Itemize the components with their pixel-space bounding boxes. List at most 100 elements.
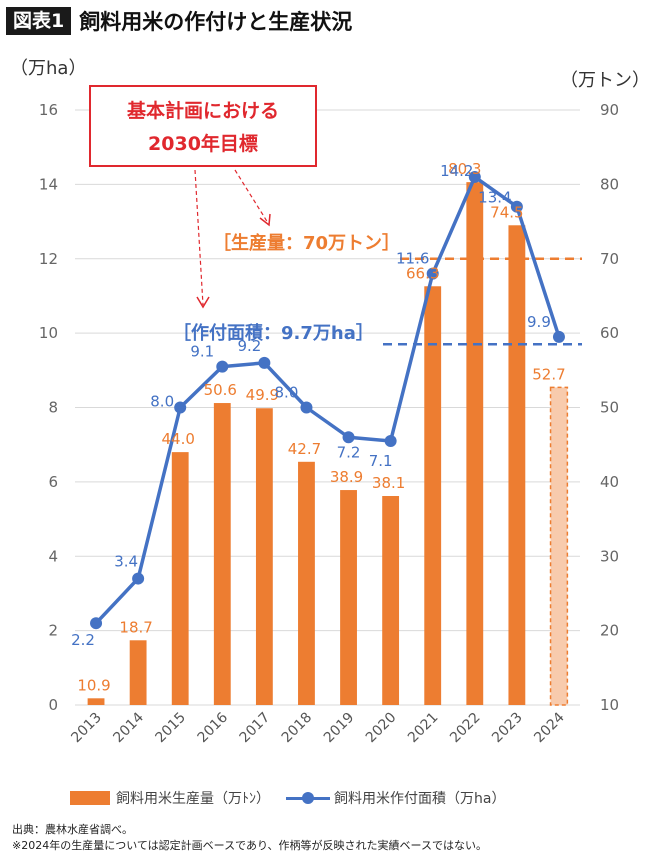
left-tick-label: 10: [39, 324, 58, 342]
bar: [340, 490, 357, 705]
bar-value-label: 38.1: [372, 474, 405, 492]
chart-canvas: 10.918.744.050.6 49.942.738.9 38.166.380.3…: [10, 58, 650, 747]
gridlines: [75, 109, 580, 706]
left-tick-label: 16: [39, 101, 58, 119]
target-box-line-2: 2030年目標: [148, 132, 258, 155]
x-tick-label: 2015: [153, 710, 190, 747]
left-tick-label: 2: [48, 622, 58, 640]
bar: [129, 640, 147, 705]
line-value-label: 13.4: [478, 189, 511, 207]
area-marker: [174, 401, 187, 414]
bar-value-label: 50.6: [204, 381, 237, 399]
area-marker: [258, 356, 271, 369]
right-tick-label: 60: [600, 324, 619, 342]
x-tick-label: 2021: [405, 710, 442, 747]
production-target-label: ［生産量：70万トン］: [213, 232, 400, 254]
right-axis-unit: （万トン）: [560, 70, 650, 91]
bar-value-label: 38.9: [330, 468, 363, 486]
x-tick-label: 2013: [68, 710, 105, 747]
area-marker: [426, 267, 439, 280]
arrow-to-area-target: [194, 169, 204, 306]
legend: 飼料用米生産量（万ﾄﾝ） 飼料用米作付面積（万ha）: [70, 788, 521, 808]
data-labels: 10.9 18.7 44.0 50.6 49.9 42.7 38.9 38.1 66.3 80.3…: [71, 160, 566, 694]
bar-series: [87, 182, 569, 706]
area-marker: [216, 360, 229, 373]
bar: [171, 452, 189, 705]
footer: 出典：農林水産省調べ。 ※2024年の生産量については認定計画ベースであり、作柄…: [12, 822, 487, 854]
area-marker: [342, 431, 355, 444]
target-box: [89, 85, 317, 167]
legend-label-area: 飼料用米作付面積（万ha）: [334, 791, 506, 807]
area-marker: [510, 200, 523, 213]
line-value-label: 7.1: [369, 452, 393, 470]
footer-source: 出典：農林水産省調べ。: [12, 823, 133, 836]
area-marker: [468, 170, 481, 183]
legend-line-swatch: [286, 791, 330, 805]
bar-value-label: 10.9: [77, 676, 110, 694]
left-tick-label: 0: [48, 696, 58, 714]
bar-value-label: 52.7: [532, 365, 565, 383]
line-value-label: 9.2: [237, 337, 261, 355]
right-tick-label: 10: [600, 696, 619, 714]
bar: [87, 698, 105, 705]
figure-title: 飼料用米の作付けと生産状況: [79, 10, 353, 34]
legend-bar-swatch: [70, 791, 110, 805]
x-tick-label: 2016: [195, 709, 232, 746]
x-tick-label: 2017: [237, 710, 274, 747]
target-box-line-1: 基本計画における: [126, 99, 279, 122]
area-marker: [552, 330, 565, 343]
legend-item-area: 飼料用米作付面積（万ha）: [286, 788, 505, 808]
area-marker: [300, 401, 313, 414]
arrow-to-production-target: [234, 169, 269, 224]
right-tick-label: 30: [600, 547, 619, 565]
bar: [466, 182, 484, 706]
bar-value-label: 18.7: [119, 618, 152, 636]
annotations: 基本計画における 2030年目標 ［生産量：70万トン］ ［作付面積：9.7万ha］: [89, 85, 400, 344]
bar-value-label: 49.9: [246, 386, 279, 404]
arrowhead-area: [196, 296, 210, 309]
bar-value-label: 42.7: [288, 440, 321, 458]
bar-value-label: 80.3: [448, 160, 481, 178]
bar-planned: [549, 386, 569, 706]
bar: [424, 286, 442, 705]
bar: [298, 461, 315, 705]
line-series: [90, 170, 565, 630]
footer-note: ※2024年の生産量については認定計画ベースであり、作柄等が反映された実績ベース…: [12, 839, 488, 852]
line-value-label: 11.6: [396, 250, 429, 268]
x-tick-label: 2018: [279, 710, 316, 747]
line-value-label: 14.2: [440, 162, 473, 180]
bar: [255, 408, 273, 705]
right-tick-label: 80: [600, 175, 619, 193]
left-tick-label: 8: [48, 399, 58, 417]
left-tick-label: 6: [48, 473, 58, 491]
bar-value-label: 74.5: [490, 203, 523, 221]
x-tick-label: 2014: [110, 709, 147, 746]
x-tick-label: 2020: [363, 710, 400, 747]
bar: [508, 225, 526, 705]
line-value-label: 3.4: [114, 553, 138, 571]
line-value-label: 8.0: [150, 393, 174, 411]
right-tick-label: 50: [600, 399, 619, 417]
area-marker: [90, 617, 103, 630]
line-value-label: 9.9: [527, 313, 551, 331]
arrowhead-production: [259, 213, 271, 227]
bar: [213, 403, 231, 705]
left-tick-label: 14: [39, 175, 58, 193]
area-line: [94, 175, 561, 625]
right-tick-label: 40: [600, 473, 619, 491]
area-marker: [132, 572, 145, 585]
legend-item-production: 飼料用米生産量（万ﾄﾝ）: [70, 788, 270, 808]
area-target-label: ［作付面積：9.7万ha］: [173, 322, 374, 344]
left-tick-label: 12: [39, 250, 58, 268]
right-tick-label: 20: [600, 622, 619, 640]
left-tick-label: 4: [48, 547, 58, 565]
left-axis-unit: （万ha）: [10, 58, 86, 79]
legend-label-production: 飼料用米生産量（万ﾄﾝ）: [116, 791, 270, 807]
line-value-label: 8.0: [275, 384, 299, 402]
bar-value-label: 44.0: [162, 430, 195, 448]
line-value-label: 2.2: [71, 631, 95, 649]
figure-badge: 図表1: [6, 7, 72, 35]
bar: [382, 496, 400, 705]
area-marker: [384, 434, 397, 447]
x-tick-label: 2022: [447, 710, 484, 747]
